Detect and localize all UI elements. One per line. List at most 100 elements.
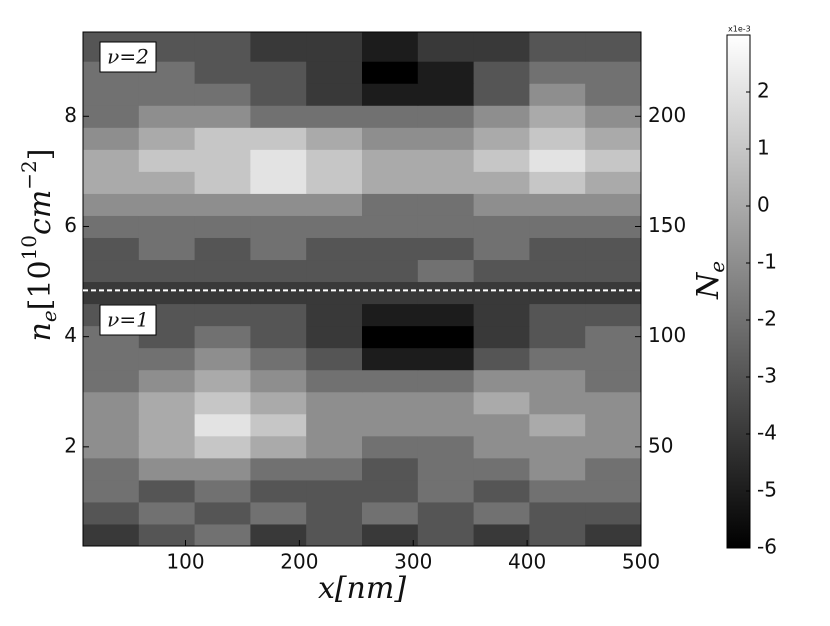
heatmap-cell [417,259,475,283]
heatmap-cell [417,391,475,415]
heatmap-cell [138,369,196,393]
heatmap-cell [473,171,530,194]
heatmap-cell [138,501,196,525]
heatmap-cell [362,237,419,261]
heatmap-cell [138,391,196,415]
heatmap-cell [473,149,530,172]
heatmap-cell [194,127,251,150]
heatmap-cell [194,457,251,481]
heatmap-cell [362,32,419,62]
heatmap-cell [473,32,530,62]
y2-label-part: e [705,261,729,273]
heatmap-cell [250,32,307,62]
heatmap-cell [585,479,642,503]
heatmap-cell [585,303,642,327]
heatmap-cell [306,237,363,261]
heatmap-cell [417,501,475,525]
heatmap-cell [83,149,140,172]
colorbar-tick-label: 2 [757,79,770,103]
heatmap-cell [362,347,419,371]
heatmap-cell [417,413,475,437]
heatmap-cell [306,457,363,481]
heatmap-cell [83,259,140,283]
heatmap-cell [585,193,642,216]
heatmap-cell [194,369,251,393]
heatmap-cell [194,391,251,415]
heatmap-cell [529,105,586,128]
heatmap-cell [362,391,419,415]
y-label-part: cm [23,190,58,235]
heatmap-cell [417,281,475,305]
heatmap-cell [529,259,586,283]
heatmap-cell [138,149,196,172]
heatmap-cell [585,325,642,349]
heatmap-cell [83,215,140,238]
heatmap-cell [529,369,586,393]
heatmap-cell [83,237,140,261]
heatmap-cell [362,105,419,128]
heatmap-cell [194,171,251,194]
heatmap-cell [138,215,196,238]
y-axis-label: ne[1010cm−2] [17,149,61,342]
heatmap-cell [83,369,140,393]
heatmap-cell [83,479,140,503]
heatmap-cell [473,303,530,327]
y-label-part: [10 [23,260,58,310]
heatmap-cell [585,215,642,238]
heatmap-cell [362,457,419,481]
heatmap-cell [362,369,419,393]
heatmap-cell [585,61,642,84]
heatmap-cell [138,193,196,216]
heatmap-cell [417,149,475,172]
heatmap-cell [417,369,475,393]
colorbar-label: x1e-3 [728,25,751,34]
heatmap-cell [194,413,251,437]
heatmap-cell [473,347,530,371]
heatmap-cell [306,325,363,349]
heatmap-cell [585,369,642,393]
heatmap-cell [138,523,196,547]
heatmap-cell [417,105,475,128]
heatmap-cell [585,171,642,194]
x-tick-label: 200 [280,550,318,574]
heatmap-cell [417,347,475,371]
heatmap-cell [83,83,140,106]
y2-tick-label: 150 [648,213,686,237]
y-label-part: 10 [17,235,41,260]
heatmap-cell [250,83,307,106]
heatmap-cell [306,127,363,150]
heatmap-cell [417,32,475,62]
heatmap-cell [138,171,196,194]
heatmap-cell [362,281,419,305]
heatmap-cell [529,61,586,84]
heatmap-cell [306,149,363,172]
x-tick-label: 500 [622,550,660,574]
heatmap-cell [362,171,419,194]
heatmap-cell [362,479,419,503]
heatmap-cell [529,325,586,349]
heatmap-cell [194,32,251,62]
heatmap-cell [250,457,307,481]
heatmap-cell [194,501,251,525]
heatmap-cell [473,391,530,415]
heatmap-cell [529,127,586,150]
colorbar-tick-label: -1 [757,250,777,274]
heatmap-cell [250,281,307,305]
x-tick-label: 400 [508,550,546,574]
heatmap-cell [194,105,251,128]
heatmap-cell [306,391,363,415]
heatmap-cell [250,413,307,437]
y-label-part: n [23,322,58,341]
plot-frame [82,31,642,547]
heatmap-cell [473,259,530,283]
heatmap-cell [417,83,475,106]
heatmap-cell [529,83,586,106]
heatmap-cell [417,215,475,238]
heatmap-cell [362,259,419,283]
heatmap-cell [585,435,642,459]
heatmap-cell [529,347,586,371]
heatmap-cell [250,501,307,525]
heatmap-cell [417,193,475,216]
heatmap-cell [138,479,196,503]
heatmap-cell [585,391,642,415]
